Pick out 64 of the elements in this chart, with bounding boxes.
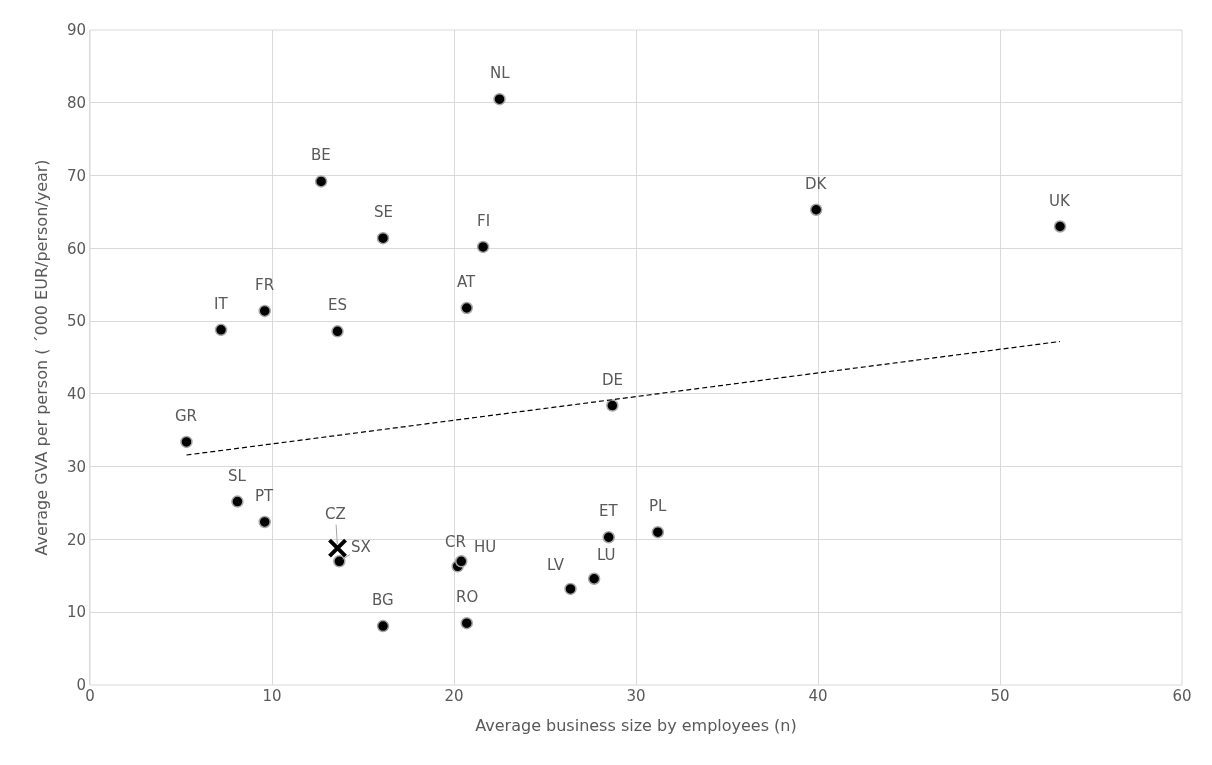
point bbox=[376, 619, 390, 633]
annotation: PT bbox=[255, 487, 275, 505]
x-tick-label: 60 bbox=[1172, 687, 1192, 705]
point bbox=[180, 435, 193, 449]
annotation: NL bbox=[490, 64, 511, 82]
y-tick-label: 80 bbox=[66, 94, 86, 113]
annotation: ES bbox=[328, 296, 347, 314]
annotation: PL bbox=[649, 497, 668, 515]
annotation: RO bbox=[456, 588, 479, 606]
point bbox=[602, 531, 615, 544]
y-tick-label: 30 bbox=[66, 457, 86, 476]
x-tick-label: 20 bbox=[444, 687, 464, 705]
x-tick-label: 30 bbox=[626, 687, 646, 705]
y-tick-label: 60 bbox=[66, 239, 86, 258]
y-tick-label: 10 bbox=[66, 603, 86, 622]
annotation: FR bbox=[255, 276, 275, 294]
x-axis-title: Average business size by employees (n) bbox=[475, 715, 797, 735]
y-tick-label: 40 bbox=[66, 385, 86, 404]
annotation: AT bbox=[457, 273, 477, 291]
annotation: CZ bbox=[325, 505, 346, 523]
point bbox=[651, 525, 665, 539]
annotation: SL bbox=[228, 467, 247, 485]
annotation: LU bbox=[597, 546, 616, 564]
annotation: IT bbox=[214, 295, 229, 313]
point bbox=[460, 616, 473, 630]
point bbox=[460, 301, 473, 315]
point bbox=[564, 582, 577, 596]
point bbox=[587, 572, 601, 585]
point bbox=[214, 323, 228, 337]
annotation: CR bbox=[445, 533, 466, 551]
point bbox=[331, 325, 344, 338]
y-tick-label: 20 bbox=[66, 530, 86, 549]
y-axis-title: Average GVA per person ( ´000 EUR/person/year) bbox=[31, 159, 51, 556]
point bbox=[606, 399, 619, 412]
annotation: SX bbox=[351, 538, 371, 556]
y-tick-label: 70 bbox=[66, 166, 86, 185]
x-tick-label: 10 bbox=[262, 687, 282, 705]
point bbox=[455, 555, 468, 568]
annotation: FI bbox=[477, 212, 491, 230]
annotation: LV bbox=[547, 556, 565, 574]
point bbox=[327, 538, 348, 559]
x-tick-label: 40 bbox=[808, 687, 828, 705]
annotation: DK bbox=[805, 175, 828, 193]
annotation: BG bbox=[372, 591, 394, 609]
point bbox=[1053, 220, 1067, 233]
annotation: UK bbox=[1049, 192, 1071, 210]
point bbox=[376, 231, 390, 245]
annotation: ET bbox=[599, 502, 619, 520]
annotation: BE bbox=[311, 146, 331, 164]
annotation: GR bbox=[175, 407, 198, 425]
y-tick-label: 90 bbox=[66, 21, 86, 40]
point bbox=[493, 92, 506, 106]
point bbox=[231, 495, 244, 508]
point bbox=[333, 555, 346, 568]
annotation: SE bbox=[374, 203, 393, 221]
point bbox=[258, 515, 271, 529]
point bbox=[258, 304, 271, 318]
point bbox=[809, 203, 823, 217]
point bbox=[314, 175, 328, 188]
y-tick-label: 50 bbox=[66, 312, 86, 331]
annotation: HU bbox=[474, 538, 497, 556]
annotation: DE bbox=[602, 371, 624, 389]
x-tick-label: 50 bbox=[990, 687, 1010, 705]
point bbox=[476, 240, 490, 254]
